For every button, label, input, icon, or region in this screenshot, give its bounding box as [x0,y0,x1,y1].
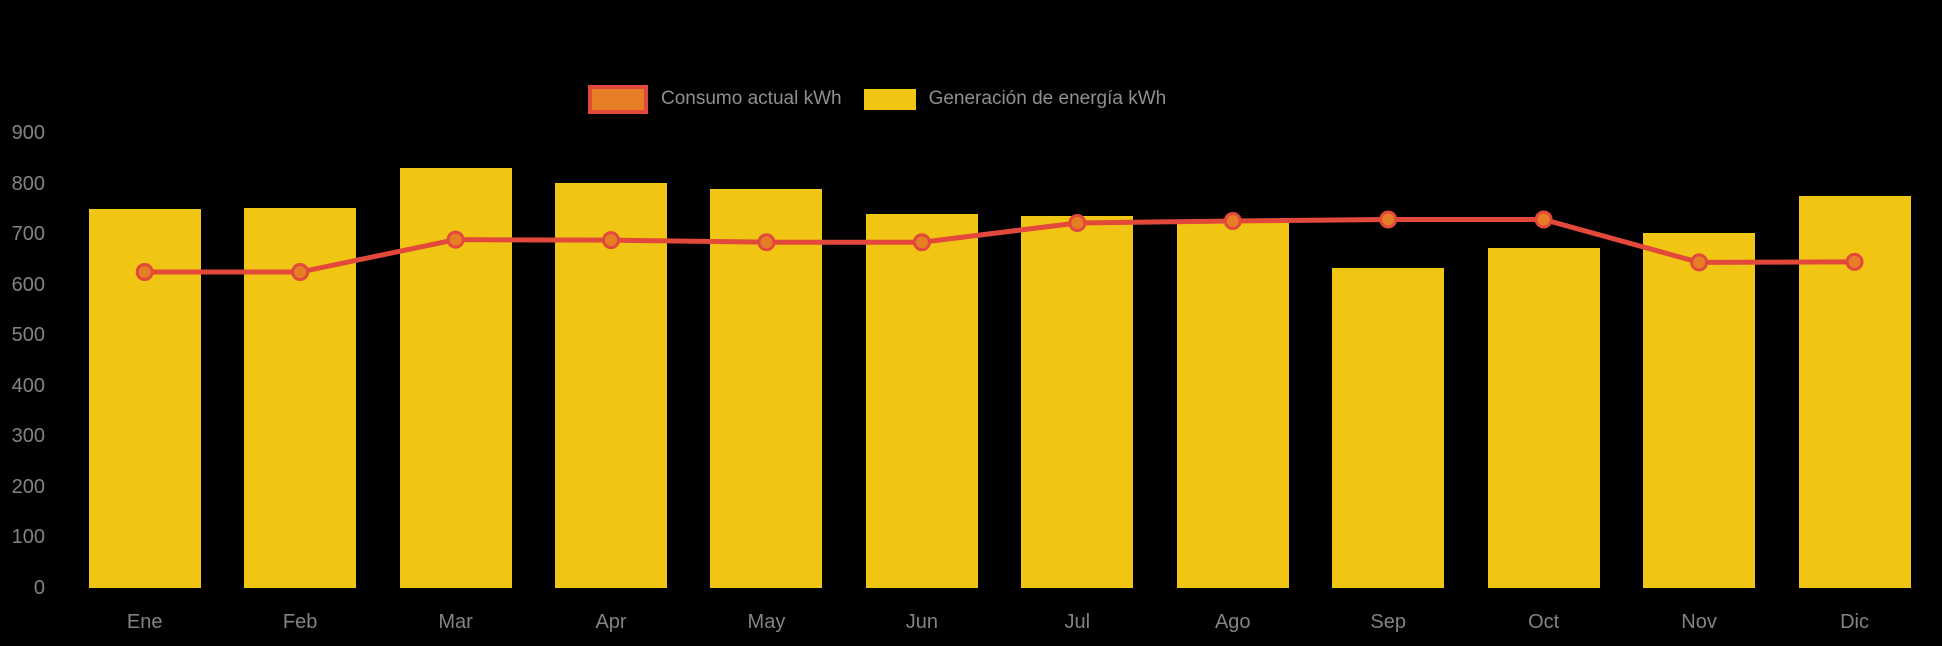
line-point-may[interactable] [757,233,776,252]
bar-oct[interactable] [1487,248,1600,588]
line-point-feb[interactable] [291,263,310,282]
legend-item-consumo[interactable]: Consumo actual kWh [588,84,842,114]
bar-jun[interactable] [865,214,978,588]
line-point-jul[interactable] [1068,213,1087,232]
legend-label-consumo: Consumo actual kWh [661,88,842,109]
x-axis-label-oct: Oct [1528,611,1560,633]
y-axis-tick-label: 0 [33,577,45,599]
line-point-jun[interactable] [912,233,931,252]
legend-label-generacion: Generación de energía kWh [928,88,1167,109]
line-point-nov[interactable] [1690,253,1709,272]
y-axis-tick-label: 400 [11,374,45,397]
x-axis-label-apr: Apr [595,611,627,633]
line-point-mar[interactable] [446,230,465,249]
x-axis-label-jun: Jun [905,611,939,633]
legend-swatch-generacion [863,88,916,110]
y-axis-tick-label: 200 [11,475,45,498]
x-axis-label-jul: Jul [1064,611,1091,633]
y-axis-tick-label: 900 [11,122,45,144]
y-axis-tick-label: 500 [11,324,45,347]
bar-sep[interactable] [1332,268,1445,588]
line-point-apr[interactable] [602,231,621,250]
bar-apr[interactable] [555,183,668,588]
legend-item-generacion[interactable]: Generación de energía kWh [863,84,1167,114]
bar-ago[interactable] [1176,221,1289,588]
x-axis-label-sep: Sep [1370,611,1407,633]
bar-may[interactable] [710,189,823,588]
line-point-dic[interactable] [1845,252,1864,271]
y-axis-tick-label: 100 [11,526,45,549]
x-axis-label-ene: Ene [126,611,163,633]
x-axis-label-nov: Nov [1681,611,1717,633]
bar-nov[interactable] [1643,232,1756,588]
y-axis-tick-label: 600 [11,273,45,296]
consumo-line [144,216,1855,275]
x-axis-label-ago: Ago [1214,611,1251,633]
y-axis-tick-label: 300 [11,425,45,448]
x-axis-label-may: May [747,611,786,633]
legend-swatch-consumo [588,84,648,114]
y-axis-tick-label: 800 [11,172,45,195]
x-axis-label-mar: Mar [438,611,473,633]
bar-jul[interactable] [1021,215,1134,588]
line-point-sep[interactable] [1379,210,1398,229]
line-point-ago[interactable] [1223,211,1242,230]
x-axis-label-feb: Feb [282,611,318,633]
chart-legend: Consumo actual kWh Generación de energía… [588,84,1166,114]
line-point-ene[interactable] [135,263,154,282]
x-axis-label-dic: Dic [1840,611,1869,633]
y-axis-tick-label: 700 [11,223,45,246]
line-point-oct[interactable] [1534,210,1553,229]
